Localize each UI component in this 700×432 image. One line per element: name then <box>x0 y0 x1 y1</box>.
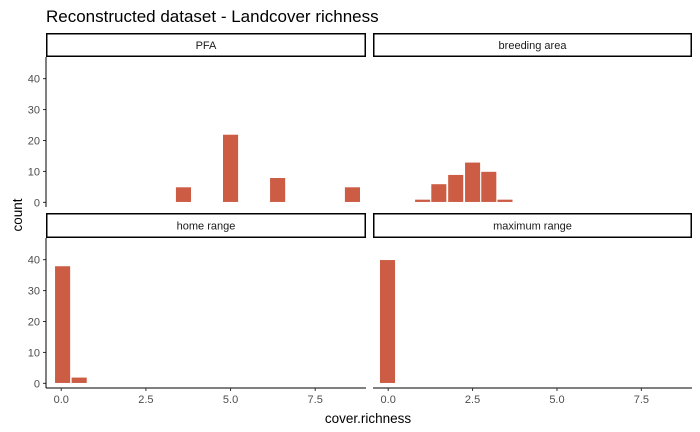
bar <box>222 133 239 203</box>
bar <box>344 186 361 203</box>
bar <box>496 198 514 203</box>
strip-label-home-range: home range <box>177 221 236 233</box>
bar <box>447 174 465 203</box>
y-axis-title: count <box>10 198 25 231</box>
strip-label-breeding-area: breeding area <box>499 40 568 52</box>
panel-maximum-range: maximum range 0.0 2.5 5.0 7.5 <box>373 213 692 406</box>
x-tick-label: 5.0 <box>549 394 564 406</box>
x-tick-label: 7.5 <box>634 394 649 406</box>
strip-label-pfa: PFA <box>196 40 217 52</box>
y-tick-label: 20 <box>28 136 40 148</box>
y-tick-label: 10 <box>28 166 40 178</box>
strip-home-range <box>46 213 366 238</box>
bar <box>480 171 498 203</box>
strip-maximum-range <box>373 213 692 238</box>
y-tick-label: 0 <box>34 197 40 209</box>
bar <box>464 161 481 203</box>
y-tick-label: 40 <box>28 74 40 86</box>
x-tick-label: 2.5 <box>465 394 480 406</box>
panel-home-range: home range 0 10 20 30 40 0.0 2.5 5.0 7.5 <box>28 213 366 406</box>
bar <box>414 198 431 203</box>
panel-breeding-area: breeding area <box>373 33 692 203</box>
bar <box>70 376 88 384</box>
y-tick-label: 0 <box>34 378 40 390</box>
y-tick-label: 10 <box>28 347 40 359</box>
y-tick-label: 30 <box>28 105 40 117</box>
bar <box>54 265 71 384</box>
chart-title: Reconstructed dataset - Landcover richne… <box>46 7 379 26</box>
facet-panels: PFA 0 10 20 30 40 breeding area home range 0 10 20… <box>28 33 692 406</box>
x-tick-label: 5.0 <box>223 394 238 406</box>
y-tick-label: 40 <box>28 255 40 267</box>
strip-label-maximum-range: maximum range <box>493 221 572 233</box>
bar <box>269 177 286 203</box>
y-tick-label: 30 <box>28 286 40 298</box>
x-tick-label: 7.5 <box>308 394 323 406</box>
strip-pfa <box>46 33 366 57</box>
bar <box>175 186 192 203</box>
bar <box>379 259 396 384</box>
strip-breeding-area <box>373 33 692 57</box>
x-axis-title: cover.richness <box>325 411 412 426</box>
x-tick-label: 0.0 <box>54 394 69 406</box>
x-tick-label: 2.5 <box>138 394 153 406</box>
y-tick-label: 20 <box>28 317 40 329</box>
x-tick-label: 0.0 <box>381 394 396 406</box>
bar <box>430 183 448 203</box>
panel-pfa: PFA 0 10 20 30 40 <box>28 33 366 209</box>
